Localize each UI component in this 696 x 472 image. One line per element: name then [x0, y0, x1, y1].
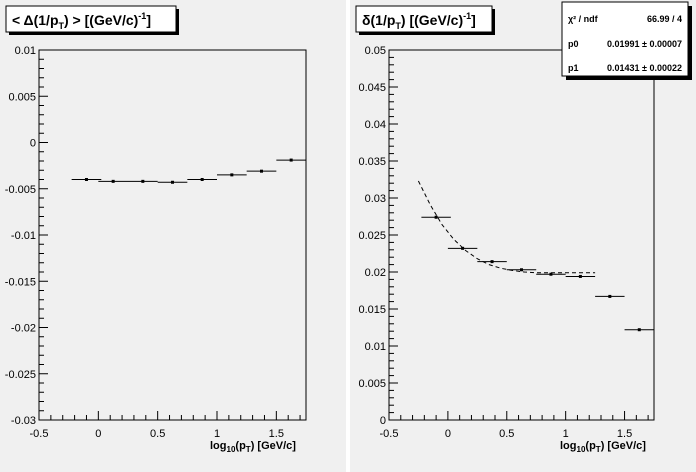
right-data-points [421, 215, 654, 332]
left-x-tick-label: 1 [214, 428, 220, 440]
stat-label-p1: p1 [568, 63, 579, 73]
right-y-tick-label: 0.045 [358, 82, 386, 94]
right-y-tick-label: 0 [380, 415, 386, 427]
right-x-axis: -0.5 0 0.5 1 1.5 [380, 411, 649, 440]
right-x-tick-label: 0 [445, 428, 451, 440]
left-data-points [71, 158, 306, 184]
left-y-tick-label: 0.01 [15, 45, 36, 57]
left-x-axis-label: log10(pT) [GeV/c] [210, 440, 296, 454]
stat-value-p1: 0.01431 ± 0.00022 [607, 63, 682, 73]
left-y-axis: -0.03 -0.025 -0.02 -0.015 -0.01 -0.005 0 0.005 0… [5, 45, 48, 427]
right-x-tick-label: -0.5 [380, 428, 399, 440]
left-x-axis: -0.5 0 0.5 1 1.5 [30, 411, 301, 440]
left-y-tick-label: 0 [30, 138, 36, 150]
left-data-point [141, 179, 145, 183]
left-y-tick-label: -0.01 [11, 230, 36, 242]
left-x-tick-label: 0.5 [150, 428, 165, 440]
right-x-tick-label: 0.5 [499, 428, 514, 440]
right-y-tick-label: 0.05 [365, 45, 386, 57]
stat-label-chi2: χ² / ndf [568, 14, 599, 24]
right-y-axis: 0 0.005 0.01 0.015 0.02 0.025 0.03 0.035 0.04 0.0… [358, 45, 398, 427]
left-chart: -0.5 0 0.5 1 1.5 -0.03 -0.025 -0.02 -0.015 -0.01… [5, 5, 307, 454]
right-x-axis-label: log10(pT) [GeV/c] [560, 440, 646, 454]
right-data-point [578, 274, 582, 278]
left-y-tick-label: -0.005 [5, 184, 36, 196]
left-data-point [200, 178, 204, 181]
fit-curve [417, 180, 596, 274]
left-y-tick-label: -0.025 [5, 369, 36, 381]
right-y-tick-label: 0.025 [358, 230, 386, 242]
left-data-point [260, 169, 263, 173]
left-plot-frame [38, 49, 307, 421]
right-y-tick-label: 0.03 [365, 193, 386, 205]
stat-value-p0: 0.01991 ± 0.00007 [607, 39, 682, 49]
right-data-point [490, 260, 494, 264]
stat-value-chi2: 66.99 / 4 [647, 14, 682, 24]
fit-stats-box: χ² / ndf 66.99 / 4 p0 0.01991 ± 0.00007 … [561, 1, 692, 80]
right-y-tick-label: 0.04 [365, 119, 386, 131]
right-y-tick-label: 0.01 [365, 341, 386, 353]
left-data-point [289, 158, 293, 162]
left-chart-title: < Δ(1/pT) > [(GeV/c)-1] [12, 11, 151, 31]
right-chart: -0.5 0 0.5 1 1.5 00.0050.010.0150.020.0250.0… [355, 1, 692, 454]
stat-label-p0: p0 [568, 39, 579, 49]
right-y-tick-label: 0.015 [358, 304, 386, 316]
right-data-point [549, 272, 553, 276]
left-y-tick-label: 0.005 [8, 91, 36, 103]
right-y-tick-label: 0.005 [358, 378, 386, 390]
right-x-tick-label: 1.5 [617, 428, 632, 440]
right-chart-title: δ(1/pT) [(GeV/c)-1] [362, 11, 476, 31]
left-y-tick-label: -0.015 [5, 276, 36, 288]
right-data-point [608, 294, 612, 298]
right-x-tick-label: 1 [563, 428, 569, 440]
left-x-tick-label: 0 [95, 428, 101, 440]
right-plot-frame [388, 49, 655, 421]
left-data-point [111, 179, 115, 183]
left-x-tick-label: 1.5 [269, 428, 284, 440]
left-title: < Δ(1/pT) > [(GeV/c)-1] [5, 5, 179, 35]
left-y-tick-label: -0.03 [11, 415, 36, 427]
left-y-tick-label: -0.02 [11, 323, 36, 335]
left-data-point [171, 180, 174, 184]
right-data-point [520, 268, 523, 272]
right-y-tick-label: 0.035 [358, 156, 386, 168]
left-data-point [230, 173, 234, 177]
left-x-tick-label: -0.5 [30, 428, 49, 440]
right-data-point [461, 246, 465, 250]
right-data-point [637, 328, 641, 332]
right-y-tick-label: 0.02 [365, 267, 386, 279]
left-data-point [84, 178, 88, 181]
right-title: δ(1/pT) [(GeV/c)-1] [355, 5, 495, 35]
right-data-point [434, 215, 438, 219]
